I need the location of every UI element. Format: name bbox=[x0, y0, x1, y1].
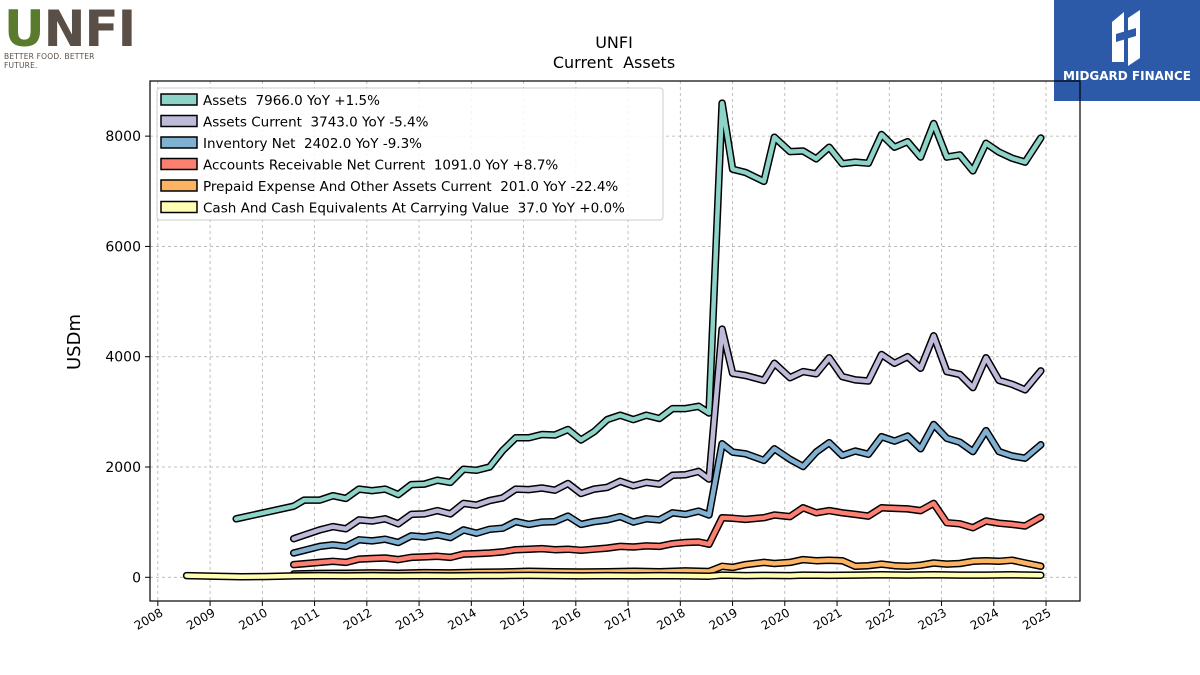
unfi-logo-wordmark: UNFI bbox=[4, 0, 136, 58]
legend-swatch bbox=[160, 93, 198, 106]
series-line bbox=[291, 422, 1044, 556]
series-line bbox=[233, 100, 1044, 522]
x-tick-label: 2014 bbox=[445, 605, 478, 632]
y-tick-label: 8000 bbox=[105, 129, 141, 145]
x-tick-label: 2016 bbox=[550, 605, 583, 632]
midgard-finance-name: MIDGARD FINANCE bbox=[1063, 69, 1191, 83]
y-axis-label: USDm bbox=[64, 314, 85, 370]
series-line bbox=[184, 572, 1044, 579]
legend-item: Accounts Receivable Net Current 1091.0 Y… bbox=[160, 157, 558, 174]
y-axis-ticks: 0 2000 4000 6000 8000 bbox=[105, 129, 150, 586]
legend-item: Assets 7966.0 YoY +1.5% bbox=[160, 93, 380, 109]
x-tick-label: 2008 bbox=[132, 605, 165, 632]
plot-frame bbox=[149, 80, 1081, 602]
x-tick-label: 2022 bbox=[863, 605, 896, 632]
x-tick-label: 2012 bbox=[341, 605, 374, 632]
legend-item: Assets Current 3743.0 YoY -5.4% bbox=[160, 114, 429, 131]
x-tick-label: 2024 bbox=[968, 605, 1001, 632]
series-line bbox=[291, 326, 1044, 541]
x-tick-label: 2013 bbox=[393, 605, 426, 632]
y-tick-label: 2000 bbox=[105, 460, 141, 476]
series-assets-current bbox=[289, 325, 1045, 543]
x-tick-label: 2018 bbox=[654, 605, 687, 632]
series-inventory-net bbox=[289, 420, 1045, 557]
chart-title: UNFI bbox=[595, 33, 633, 52]
legend-swatch bbox=[160, 179, 198, 192]
y-tick-label: 6000 bbox=[105, 239, 141, 255]
midgard-mark-icon bbox=[1054, 8, 1200, 70]
x-tick-label: 2009 bbox=[184, 605, 217, 632]
chart-subtitle: Current Assets bbox=[553, 53, 675, 72]
x-tick-label: 2020 bbox=[759, 605, 792, 632]
legend-item: Cash And Cash Equivalents At Carrying Va… bbox=[160, 200, 625, 217]
legend: Assets 7966.0 YoY +1.5% Assets Current 37… bbox=[156, 87, 664, 221]
legend-item: Prepaid Expense And Other Assets Current… bbox=[160, 179, 618, 195]
x-tick-label: 2015 bbox=[498, 605, 531, 632]
series-assets bbox=[232, 99, 1045, 523]
legend-swatch bbox=[160, 136, 198, 149]
legend-frame bbox=[156, 87, 664, 221]
x-axis-ticks: 2008 2009 2010 2011 2012 2013 2014 2015 2016 2017… bbox=[132, 601, 1054, 633]
unfi-logo-tagline: BETTER FOOD. BETTER FUTURE. bbox=[4, 52, 95, 70]
series-layer bbox=[182, 99, 1045, 581]
legend-swatch bbox=[160, 157, 198, 171]
legend-label: Prepaid Expense And Other Assets Current… bbox=[203, 179, 618, 195]
series-cash-and-cash-equivalents-at-carrying-value bbox=[182, 571, 1045, 581]
x-tick-label: 2011 bbox=[289, 605, 322, 632]
unfi-logo: UNFI BETTER FOOD. BETTER FUTURE. bbox=[4, 0, 136, 70]
x-tick-label: 2017 bbox=[602, 605, 635, 632]
x-tick-label: 2021 bbox=[811, 605, 844, 632]
x-tick-label: 2010 bbox=[236, 605, 269, 632]
legend-label: Assets Current 3743.0 YoY -5.4% bbox=[203, 115, 429, 131]
series-line bbox=[291, 501, 1044, 567]
legend-swatch bbox=[160, 200, 198, 214]
legend-label: Inventory Net 2402.0 YoY -9.3% bbox=[203, 136, 422, 152]
y-tick-label: 4000 bbox=[105, 350, 141, 366]
legend-label: Assets 7966.0 YoY +1.5% bbox=[203, 93, 380, 109]
legend-label: Cash And Cash Equivalents At Carrying Va… bbox=[203, 201, 625, 217]
legend-item: Inventory Net 2402.0 YoY -9.3% bbox=[160, 136, 422, 152]
x-tick-label: 2023 bbox=[916, 605, 949, 632]
y-tick-label: 0 bbox=[132, 570, 141, 586]
x-tick-label: 2019 bbox=[707, 605, 740, 632]
x-tick-label: 2025 bbox=[1020, 605, 1053, 632]
legend-swatch bbox=[160, 114, 198, 128]
series-accounts-receivable-net-current bbox=[289, 499, 1045, 569]
legend-label: Accounts Receivable Net Current 1091.0 Y… bbox=[203, 158, 558, 174]
midgard-finance-logo: MIDGARD FINANCE bbox=[1054, 0, 1200, 101]
